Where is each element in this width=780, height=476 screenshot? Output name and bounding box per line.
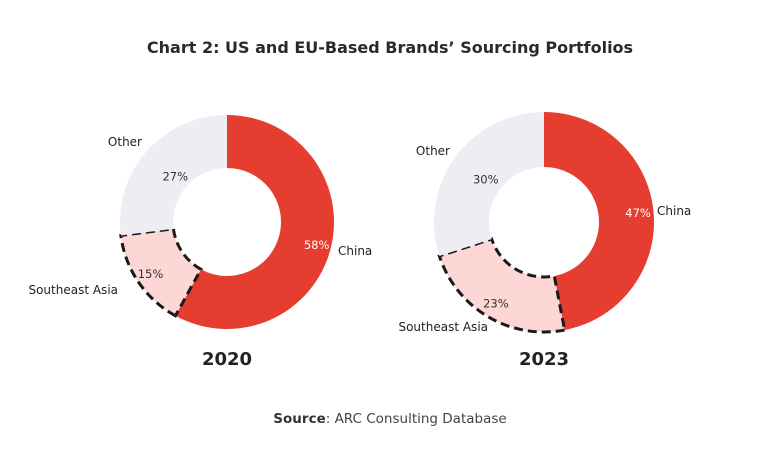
value-label: 23% [483, 296, 509, 310]
chart-title: Chart 2: US and EU-Based Brands’ Sourcin… [146, 38, 634, 57]
value-label: 15% [138, 267, 164, 281]
slice-southeast-asia [437, 237, 567, 334]
value-label: 47% [625, 206, 651, 220]
category-label: Other [416, 144, 450, 158]
category-label: Southeast Asia [28, 283, 118, 297]
slice-other [434, 112, 544, 256]
value-label: 30% [473, 173, 499, 187]
year-label: 2020 [202, 349, 252, 370]
slice-china [544, 112, 654, 331]
donut-2023: 47% China 23% Southeast Asia 30% Other 2023 [398, 112, 691, 370]
category-label: China [657, 204, 691, 218]
slice-southeast-asia [119, 227, 204, 318]
value-label: 27% [162, 169, 188, 183]
slice-china [175, 115, 334, 329]
source-note: Source: ARC Consulting Database [0, 411, 780, 427]
category-label: Southeast Asia [398, 320, 488, 334]
donut-2020: 58% China 15% Southeast Asia 27% Other 2020 [28, 114, 372, 370]
value-label: 58% [304, 238, 330, 252]
category-label: Other [108, 135, 142, 149]
source-text: : ARC Consulting Database [325, 411, 507, 427]
source-label: Source [273, 411, 326, 427]
year-label: 2023 [519, 349, 569, 370]
slice-other [120, 114, 227, 236]
category-label: China [338, 244, 372, 258]
